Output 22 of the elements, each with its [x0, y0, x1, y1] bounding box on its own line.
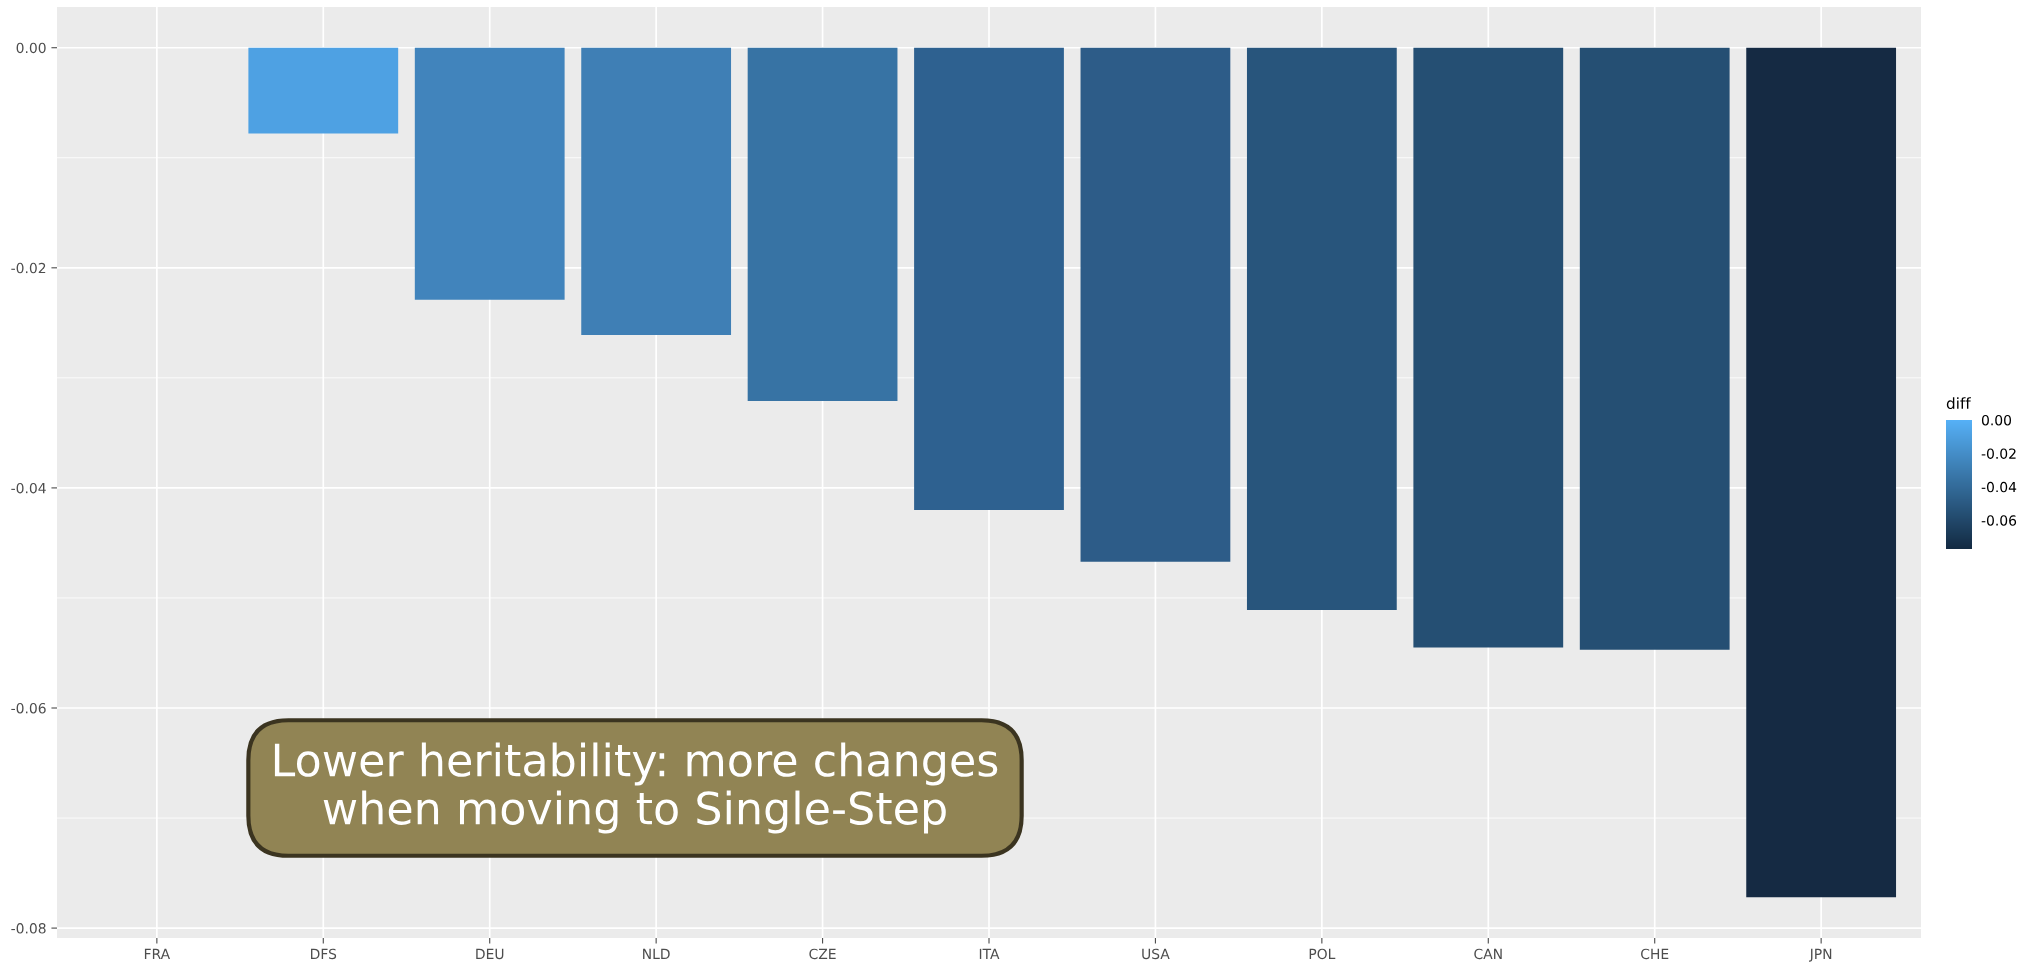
color-bar-label: 0.00 — [1981, 414, 2012, 426]
color-bar-label: -0.02 — [1981, 448, 2016, 459]
x-tick-label: CZE — [809, 948, 836, 960]
y-tick-label: 0.00 — [16, 42, 46, 54]
x-tick-label: DEU — [476, 948, 504, 960]
x-tick-label: CAN — [1474, 948, 1502, 960]
x-tick-label: JPN — [1808, 948, 1832, 962]
x-tick-label: NLD — [643, 948, 670, 959]
color-bar-label: -0.06 — [1981, 515, 2017, 526]
x-tick-label: FRA — [144, 948, 171, 959]
color-bar-title: diff — [1946, 397, 1971, 410]
color-bar-label: -0.04 — [1981, 481, 2017, 493]
annotation: Lower heritability: more changes when moving to Single-Step — [274, 742, 998, 834]
x-tick-label: CHE — [1641, 948, 1669, 960]
x-tick-label: USA — [1142, 948, 1170, 960]
x-tick-label: POL — [1309, 948, 1336, 960]
y-tick-label: -0.04 — [11, 482, 46, 494]
y-tick-label: -0.02 — [11, 262, 46, 274]
x-tick-label: ITA — [979, 948, 1000, 959]
x-tick-label: DFS — [311, 948, 337, 960]
y-tick-label: -0.08 — [11, 923, 46, 934]
y-tick-label: -0.06 — [11, 702, 46, 714]
